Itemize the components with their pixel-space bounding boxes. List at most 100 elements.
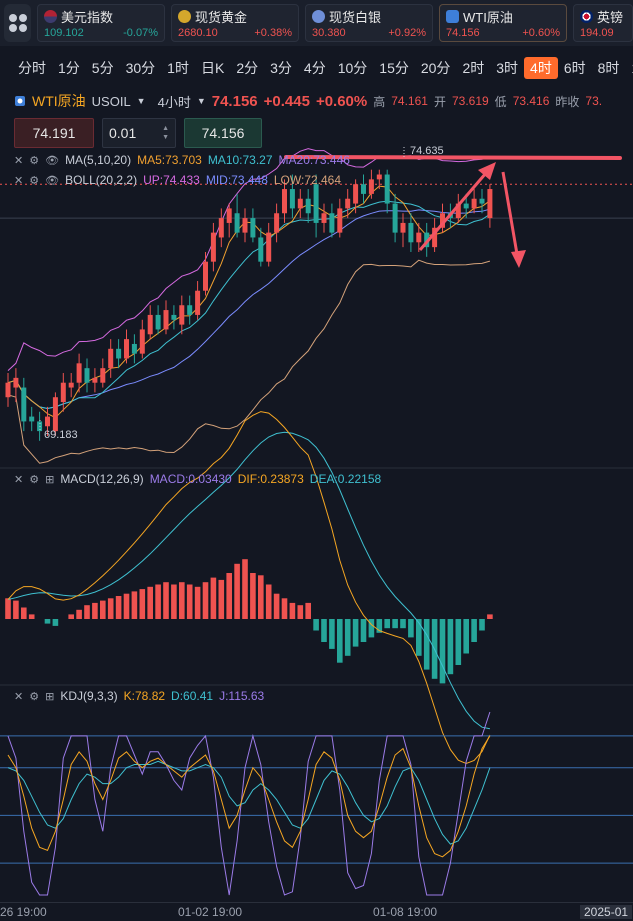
macd-bar bbox=[368, 619, 375, 638]
timeframe-tab[interactable]: 1分 bbox=[58, 60, 80, 76]
timeframe-tab[interactable]: 30分 bbox=[125, 60, 156, 76]
macd-bar bbox=[242, 559, 248, 619]
macd-bar bbox=[92, 602, 98, 619]
apps-button[interactable] bbox=[4, 4, 31, 42]
period-selector[interactable]: 4小时 bbox=[157, 94, 191, 110]
candle-body bbox=[171, 314, 177, 320]
timeframe-tab[interactable]: 10分 bbox=[337, 60, 368, 76]
timeframe-tab[interactable]: 3时 bbox=[496, 60, 519, 76]
date-tick: 26 19:00 bbox=[0, 905, 47, 919]
timeframe-tab[interactable]: 4分 bbox=[303, 60, 326, 76]
macd-bar bbox=[471, 619, 477, 642]
ticker-spot-silver[interactable]: 现货白银 30.380 +0.92% bbox=[305, 4, 433, 42]
macd-bar bbox=[218, 579, 225, 619]
macd-bar bbox=[479, 619, 485, 631]
step-up-icon[interactable]: ▲ bbox=[162, 125, 169, 132]
candle-body bbox=[432, 227, 438, 248]
macd-bar bbox=[455, 619, 462, 665]
candle-body bbox=[408, 222, 414, 243]
ticker-wti-oil[interactable]: WTI原油 74.156 +0.60% bbox=[439, 4, 567, 42]
eye-icon[interactable]: 👁 bbox=[45, 174, 60, 187]
timeframe-tab[interactable]: 20分 bbox=[420, 60, 451, 76]
quantity-stepper[interactable]: 0.01 ▲ ▼ bbox=[102, 118, 176, 148]
timeframe-tab[interactable]: 5分 bbox=[91, 60, 114, 76]
candle-body bbox=[234, 213, 240, 233]
ticker-spot-gold[interactable]: 现货黄金 2680.10 +0.38% bbox=[171, 4, 299, 42]
timeframe-tab[interactable]: 15分 bbox=[379, 60, 409, 76]
macd-bar bbox=[337, 619, 343, 663]
buy-price-button[interactable]: 74.156 bbox=[184, 118, 262, 148]
high-marker-label: 74.635 bbox=[410, 145, 444, 157]
candle-body bbox=[29, 416, 35, 422]
macd-bar bbox=[115, 596, 122, 619]
expand-icon[interactable]: ⊞ bbox=[45, 473, 55, 486]
macd-bar bbox=[13, 600, 19, 619]
candle-body bbox=[21, 387, 27, 422]
low-marker-label: 69.183 bbox=[44, 429, 78, 441]
ticker-usd-index[interactable]: 美元指数 109.102 -0.07% bbox=[37, 4, 165, 42]
macd-bar bbox=[400, 619, 406, 629]
uk-flag-icon bbox=[580, 10, 593, 23]
collapse-icon[interactable]: ✕ bbox=[14, 174, 24, 187]
prev-close: 73. bbox=[585, 94, 603, 108]
timeframe-tab[interactable]: 2分 bbox=[236, 60, 259, 76]
settings-icon[interactable]: ⚙ bbox=[29, 473, 40, 486]
date-tick: 01-08 19:00 bbox=[373, 905, 438, 919]
macd-bar bbox=[76, 609, 82, 619]
open-price: 73.619 bbox=[451, 94, 489, 108]
timeframe-tab[interactable]: 6时 bbox=[563, 60, 586, 76]
macd-bar bbox=[250, 573, 256, 619]
settings-icon[interactable]: ⚙ bbox=[29, 154, 40, 167]
price-change-pct: +0.60% bbox=[315, 92, 368, 110]
timeframe-tab[interactable]: 8时 bbox=[597, 60, 620, 76]
candle-body bbox=[147, 314, 153, 335]
sell-price-button[interactable]: 74.191 bbox=[14, 118, 94, 148]
timeframe-tab[interactable]: 分时 bbox=[18, 60, 46, 76]
settings-icon[interactable]: ⚙ bbox=[29, 174, 40, 187]
macd-bar bbox=[147, 586, 153, 619]
down-arrow-line bbox=[501, 171, 520, 261]
candle-body bbox=[329, 213, 335, 233]
candle-body bbox=[361, 184, 366, 194]
caret-down-icon[interactable]: ▼ bbox=[196, 96, 206, 106]
timeframe-tab[interactable]: 1时 bbox=[167, 60, 189, 76]
collapse-icon[interactable]: ✕ bbox=[14, 154, 24, 167]
macd-bar bbox=[139, 589, 146, 619]
macd-bar bbox=[384, 619, 390, 629]
candle-body bbox=[463, 203, 469, 209]
up-arrow-line bbox=[418, 165, 494, 251]
price-change: +0.445 bbox=[263, 92, 310, 110]
step-down-icon[interactable]: ▼ bbox=[162, 134, 169, 141]
candle-body bbox=[274, 213, 280, 233]
settings-icon[interactable]: ⚙ bbox=[29, 690, 40, 703]
collapse-icon[interactable]: ✕ bbox=[14, 473, 24, 486]
candle-body bbox=[242, 218, 248, 233]
timeframe-tab[interactable]: 4时 bbox=[524, 57, 558, 79]
symbol-code[interactable]: USOIL bbox=[91, 93, 131, 109]
timeframe-tab[interactable]: 日K bbox=[200, 60, 225, 76]
candle-body bbox=[5, 382, 11, 398]
oil-icon bbox=[446, 10, 459, 23]
date-axis: 26 19:00 01-02 19:00 01-08 19:00 2025-01 bbox=[0, 902, 633, 921]
candle-body bbox=[368, 179, 374, 194]
symbol-name[interactable]: WTI原油 bbox=[32, 93, 86, 109]
expand-icon[interactable]: ⊞ bbox=[45, 690, 55, 703]
timeframe-tab[interactable]: 12 bbox=[625, 57, 633, 79]
caret-down-icon[interactable]: ▼ bbox=[136, 96, 146, 106]
arrow-head-icon bbox=[478, 162, 496, 180]
timeframe-tab[interactable]: 3分 bbox=[270, 60, 292, 76]
macd-bar bbox=[68, 614, 74, 619]
candle-body bbox=[297, 198, 303, 209]
order-panel: 74.191 0.01 ▲ ▼ 74.156 bbox=[14, 118, 262, 148]
timeframe-tab[interactable]: 2时 bbox=[462, 60, 485, 76]
macd-bar bbox=[84, 605, 90, 619]
collapse-icon[interactable]: ✕ bbox=[14, 690, 24, 703]
macd-bar bbox=[281, 598, 288, 619]
candle-body bbox=[218, 218, 224, 238]
macd-bar bbox=[487, 614, 493, 619]
macd-bar bbox=[392, 619, 398, 629]
macd-bar bbox=[179, 582, 185, 619]
eye-icon[interactable]: 👁 bbox=[45, 154, 60, 167]
